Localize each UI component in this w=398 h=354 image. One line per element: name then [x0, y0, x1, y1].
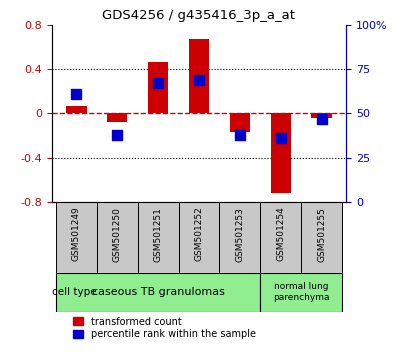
Text: GSM501251: GSM501251	[154, 207, 163, 262]
Bar	[179, 202, 219, 273]
Bar	[56, 202, 97, 273]
Bar	[301, 202, 342, 273]
Text: GSM501255: GSM501255	[317, 207, 326, 262]
Bar	[107, 113, 127, 122]
Text: caseous TB granulomas: caseous TB granulomas	[92, 287, 224, 297]
Bar	[260, 202, 301, 273]
Text: GSM501249: GSM501249	[72, 207, 81, 262]
Text: normal lung
parenchyma: normal lung parenchyma	[273, 282, 330, 302]
Point	[237, 132, 243, 137]
Bar	[271, 113, 291, 193]
Bar	[66, 105, 86, 113]
Bar	[219, 202, 260, 273]
Point	[73, 91, 80, 97]
Point	[278, 135, 284, 141]
Bar	[189, 39, 209, 113]
Point	[114, 132, 120, 137]
Text: GSM501253: GSM501253	[235, 207, 244, 262]
Point	[196, 77, 202, 82]
Text: GSM501250: GSM501250	[113, 207, 122, 262]
Bar	[260, 273, 342, 312]
Point	[155, 80, 161, 86]
Bar	[138, 202, 179, 273]
Text: cell type: cell type	[52, 287, 97, 297]
Bar	[148, 62, 168, 113]
Title: GDS4256 / g435416_3p_a_at: GDS4256 / g435416_3p_a_at	[103, 9, 295, 22]
Legend: transformed count, percentile rank within the sample: transformed count, percentile rank withi…	[71, 315, 258, 341]
Text: GSM501254: GSM501254	[276, 207, 285, 262]
Bar	[56, 273, 260, 312]
Text: GSM501252: GSM501252	[195, 207, 203, 262]
Bar	[97, 202, 138, 273]
Point	[318, 116, 325, 121]
Bar	[312, 113, 332, 118]
Bar	[230, 113, 250, 132]
